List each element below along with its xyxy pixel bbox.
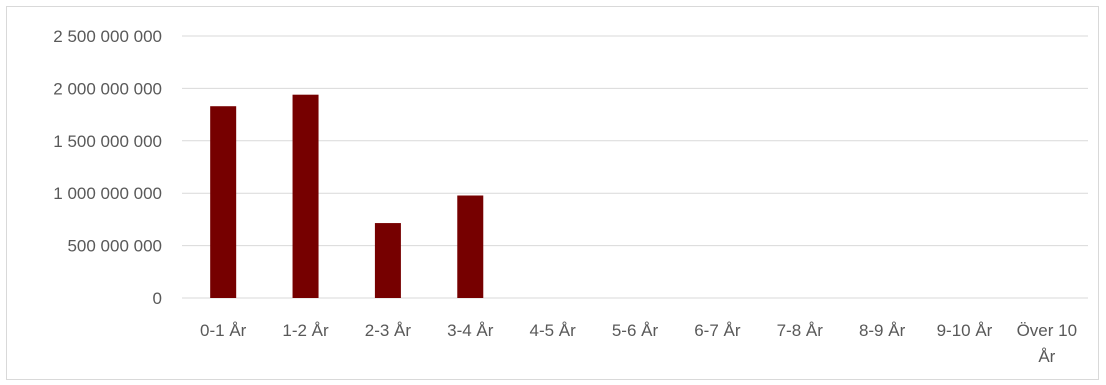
- bar-1: [292, 94, 319, 298]
- x-tick-label: 8-9 År: [859, 321, 906, 340]
- x-tick-label: 7-8 År: [777, 321, 824, 340]
- x-tick-label: 0-1 År: [200, 321, 247, 340]
- bar-2: [374, 223, 401, 298]
- x-tick-label: 2-3 År: [365, 321, 412, 340]
- x-tick-label: 6-7 År: [694, 321, 741, 340]
- x-tick-label: Över 10 År: [1017, 321, 1077, 366]
- bar-3: [457, 195, 484, 298]
- x-tick-label: 5-6 År: [612, 321, 659, 340]
- x-tick-label: 4-5 År: [529, 321, 576, 340]
- y-tick-label: 500 000 000: [67, 237, 162, 256]
- x-tick-label: 3-4 År: [447, 321, 494, 340]
- x-tick-label: 1-2 År: [282, 321, 329, 340]
- y-tick-label: 2 500 000 000: [53, 27, 162, 46]
- bar-0: [210, 106, 237, 298]
- y-tick-label: 2 000 000 000: [53, 79, 162, 98]
- x-tick-label: 9-10 År: [937, 321, 993, 340]
- y-tick-label: 1 500 000 000: [53, 132, 162, 151]
- y-tick-label: 0: [153, 289, 162, 308]
- y-tick-label: 1 000 000 000: [53, 184, 162, 203]
